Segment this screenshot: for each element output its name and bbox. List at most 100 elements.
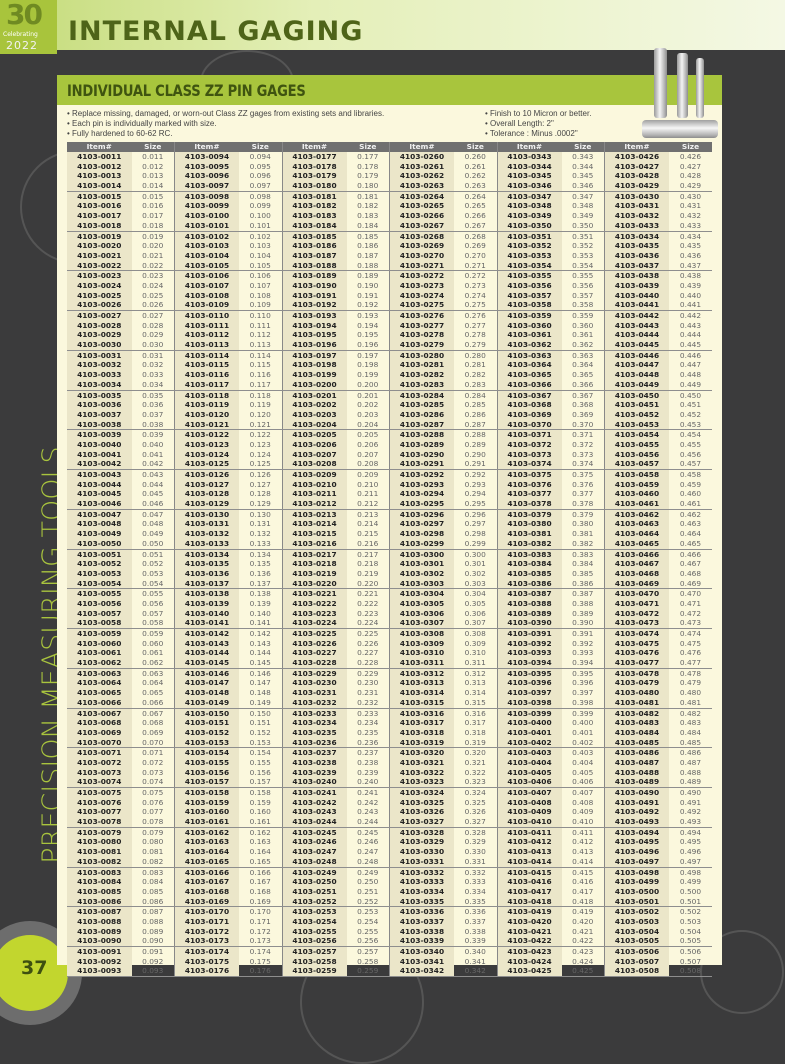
item-number-cell: 4103-0416 <box>496 877 562 887</box>
size-cell: 0.147 <box>249 678 271 688</box>
item-number-cell: 4103-0116 <box>174 370 239 380</box>
table-row: 4103-0016 0.016 4103-0099 0.099 4103-0182 0.1… <box>67 201 712 212</box>
item-number-cell: 4103-0325 <box>389 797 454 808</box>
item-number-cell: 4103-0469 <box>604 578 669 590</box>
item-number-cell: 4103-0386 <box>496 578 562 590</box>
item-number-cell: 4103-0497 <box>604 856 669 868</box>
size-cell: 0.262 <box>464 171 486 181</box>
size-cell: 0.299 <box>454 538 497 550</box>
size-cell: 0.105 <box>239 260 282 272</box>
logo-celebrating: Celebrating <box>3 31 38 38</box>
size-cell: 0.393 <box>572 648 594 658</box>
size-cell: 0.038 <box>131 419 175 431</box>
size-cell: 0.172 <box>249 926 271 936</box>
item-number-cell: 4103-0429 <box>604 181 669 192</box>
size-cell: 0.413 <box>572 847 594 857</box>
size-cell: 0.490 <box>679 788 702 797</box>
item-number-cell: 4103-0438 <box>604 270 669 281</box>
item-number-cell: 4103-0402 <box>496 737 562 749</box>
size-cell: 0.349 <box>572 211 594 221</box>
item-number-cell: 4103-0403 <box>496 747 562 758</box>
item-number-cell: 4103-0255 <box>281 926 347 937</box>
table-row: 4103-0044 0.044 4103-0127 0.127 4103-0210 0.2… <box>67 479 712 490</box>
item-number-cell: 4103-0115 <box>174 360 239 371</box>
size-cell: 0.414 <box>561 856 605 868</box>
item-number-cell: 4103-0338 <box>389 926 454 937</box>
item-number-cell: 4103-0357 <box>496 290 562 301</box>
table-row: 4103-0022 0.022 4103-0105 0.105 4103-0188 0.1… <box>67 260 712 272</box>
table-row: 4103-0065 0.065 4103-0148 0.148 4103-0231 0.2… <box>67 688 712 698</box>
size-cell: 0.358 <box>561 300 605 312</box>
item-number-cell: 4103-0231 <box>281 688 347 698</box>
item-number-cell: 4103-0120 <box>174 409 239 420</box>
item-number-cell: 4103-0485 <box>604 737 669 749</box>
size-cell: 0.445 <box>669 340 712 351</box>
size-cell: 0.289 <box>464 439 486 449</box>
item-number-cell: 4103-0382 <box>496 538 562 550</box>
size-cell: 0.135 <box>249 559 271 569</box>
size-cell: 0.159 <box>249 797 271 807</box>
size-cell: 0.243 <box>357 807 379 817</box>
size-cell: 0.182 <box>357 201 379 211</box>
table-row: 4103-0084 0.084 4103-0167 0.167 4103-0250 0.2… <box>67 877 712 887</box>
item-number-cell: 4103-0106 <box>174 270 239 281</box>
item-number-cell: 4103-0374 <box>496 459 562 471</box>
size-cell: 0.451 <box>679 400 702 410</box>
size-cell: 0.115 <box>249 360 271 370</box>
item-number-cell: 4103-0394 <box>496 658 562 669</box>
item-number-cell: 4103-0352 <box>496 241 562 251</box>
size-cell: 0.508 <box>669 966 712 978</box>
item-number-cell: 4103-0211 <box>281 489 347 500</box>
size-cell: 0.435 <box>679 241 702 251</box>
size-cell: 0.473 <box>669 618 712 630</box>
size-cell: 0.298 <box>464 529 486 539</box>
size-cell: 0.217 <box>357 549 379 559</box>
table-row: 4103-0030 0.030 4103-0113 0.113 4103-0196 0.1… <box>67 340 712 351</box>
item-number-cell: 4103-0298 <box>389 529 454 539</box>
column-header-size: Size <box>346 142 390 152</box>
size-cell: 0.144 <box>249 648 271 658</box>
table-row: 4103-0052 0.052 4103-0135 0.135 4103-0218 0.2… <box>67 559 712 569</box>
item-number-cell: 4103-0270 <box>389 250 454 261</box>
item-number-cell: 4103-0330 <box>389 847 454 857</box>
size-cell: 0.362 <box>561 340 605 351</box>
item-number-cell: 4103-0016 <box>67 201 132 212</box>
item-number-cell: 4103-0431 <box>604 201 669 212</box>
size-cell: 0.031 <box>142 350 164 360</box>
item-number-cell: 4103-0118 <box>174 390 239 401</box>
size-cell: 0.361 <box>572 330 594 340</box>
size-cell: 0.300 <box>464 549 486 559</box>
size-cell: 0.497 <box>669 856 712 868</box>
item-number-cell: 4103-0478 <box>604 668 669 679</box>
size-cell: 0.110 <box>249 311 271 320</box>
size-cell: 0.308 <box>464 629 486 638</box>
item-number-cell: 4103-0130 <box>174 509 239 520</box>
table-row: 4103-0072 0.072 4103-0155 0.155 4103-0238 0.2… <box>67 757 712 768</box>
size-cell: 0.290 <box>464 449 486 459</box>
size-cell: 0.138 <box>249 589 271 599</box>
item-number-cell: 4103-0428 <box>604 171 669 182</box>
size-cell: 0.206 <box>357 439 379 449</box>
size-cell: 0.472 <box>679 608 702 618</box>
size-cell: 0.387 <box>572 589 594 599</box>
size-cell: 0.471 <box>679 598 702 608</box>
size-cell: 0.269 <box>464 241 486 251</box>
size-cell: 0.071 <box>142 748 164 758</box>
item-number-cell: 4103-0413 <box>496 847 562 857</box>
item-number-cell: 4103-0477 <box>604 658 669 669</box>
size-cell: 0.187 <box>357 250 379 260</box>
item-number-cell: 4103-0161 <box>174 817 239 828</box>
table-row: 4103-0061 0.061 4103-0144 0.144 4103-0227 0.2… <box>67 648 712 659</box>
item-number-cell: 4103-0191 <box>281 290 347 301</box>
item-number-cell: 4103-0025 <box>67 290 132 301</box>
size-cell: 0.318 <box>464 727 486 737</box>
size-cell: 0.403 <box>572 748 594 758</box>
item-number-cell: 4103-0310 <box>389 648 454 659</box>
item-number-cell: 4103-0273 <box>389 280 454 291</box>
size-cell: 0.312 <box>464 668 486 678</box>
item-number-cell: 4103-0162 <box>174 827 239 838</box>
item-number-cell: 4103-0123 <box>174 439 239 450</box>
size-cell: 0.104 <box>249 250 271 260</box>
item-number-cell: 4103-0234 <box>281 718 347 728</box>
table-row: 4103-0049 0.049 4103-0132 0.132 4103-0215 0.2… <box>67 529 712 539</box>
